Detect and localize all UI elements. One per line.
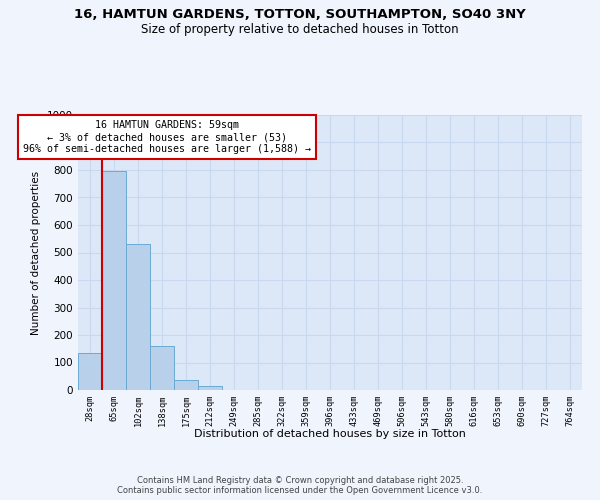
- Text: 16, HAMTUN GARDENS, TOTTON, SOUTHAMPTON, SO40 3NY: 16, HAMTUN GARDENS, TOTTON, SOUTHAMPTON,…: [74, 8, 526, 20]
- Text: Contains HM Land Registry data © Crown copyright and database right 2025.
Contai: Contains HM Land Registry data © Crown c…: [118, 476, 482, 495]
- Bar: [78, 353, 102, 390]
- Y-axis label: Number of detached properties: Number of detached properties: [31, 170, 41, 334]
- Text: 16 HAMTUN GARDENS: 59sqm
← 3% of detached houses are smaller (53)
96% of semi-de: 16 HAMTUN GARDENS: 59sqm ← 3% of detache…: [23, 120, 311, 154]
- Bar: [174, 380, 198, 390]
- Bar: [150, 346, 174, 390]
- Bar: [126, 244, 150, 390]
- Bar: [102, 172, 126, 390]
- X-axis label: Distribution of detached houses by size in Totton: Distribution of detached houses by size …: [194, 429, 466, 439]
- Text: Size of property relative to detached houses in Totton: Size of property relative to detached ho…: [141, 22, 459, 36]
- Bar: [198, 386, 222, 390]
